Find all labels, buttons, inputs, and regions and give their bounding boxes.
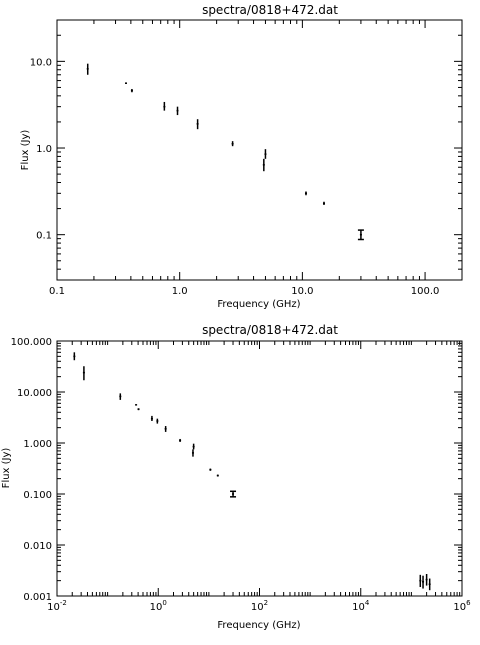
data-point — [156, 418, 159, 424]
x-tick-label: 106 — [453, 599, 471, 613]
plot-frame — [56, 19, 463, 281]
data-point — [209, 468, 212, 471]
data-point — [82, 366, 85, 381]
data-point — [419, 574, 422, 588]
data-point — [196, 119, 199, 130]
data-point — [124, 82, 127, 84]
chart-panel-top: spectra/0818+472.dat Frequency (GHz) Flu… — [20, 3, 463, 310]
y-tick-label: 0.100 — [23, 490, 52, 501]
y-tick-label: 0.001 — [23, 592, 52, 603]
data-point — [425, 574, 428, 586]
data-point — [163, 101, 166, 111]
x-tick-label: 100.0 — [411, 286, 440, 297]
x-tick-label-exponent: 6 — [466, 599, 471, 607]
data-point — [192, 443, 195, 450]
x-tick-label: 0.1 — [49, 286, 65, 297]
chart-title: spectra/0818+472.dat — [202, 3, 338, 17]
x-axis-label: Frequency (GHz) — [217, 299, 300, 310]
data-point — [230, 490, 237, 498]
data-point — [422, 575, 425, 589]
x-tick-label: 102 — [251, 599, 268, 613]
y-axis-label: Flux (Jy) — [20, 130, 31, 171]
data-point — [137, 408, 140, 411]
x-axis-label: Frequency (GHz) — [217, 620, 300, 631]
y-tick-label: 1.000 — [23, 439, 52, 450]
data-point — [119, 393, 122, 400]
data-point — [179, 438, 182, 442]
y-tick-label: 10.000 — [17, 388, 52, 399]
data-point — [86, 63, 89, 75]
y-tick-label: 1.0 — [36, 144, 52, 155]
x-tick-label-exponent: 0 — [162, 599, 166, 607]
data-point — [135, 404, 138, 406]
y-tick-label: 0.1 — [36, 231, 52, 242]
data-point — [357, 229, 364, 241]
data-points — [86, 63, 364, 241]
axis-ticks — [56, 340, 463, 597]
x-tick-label: 10.0 — [291, 286, 313, 297]
x-tick-label-exponent: 4 — [365, 599, 370, 607]
data-point — [130, 88, 133, 93]
chart-panel-bottom: spectra/0818+472.dat Frequency (GHz) Flu… — [1, 323, 471, 631]
data-point — [150, 415, 153, 422]
data-point — [164, 426, 167, 432]
data-point — [73, 352, 76, 361]
data-point — [264, 149, 267, 159]
data-point — [322, 201, 325, 206]
tick-labels: 10-2 100 102 104 1060.0010.0100.1001.00010.0… — [11, 337, 471, 613]
axis-ticks — [56, 19, 463, 281]
data-point — [262, 158, 265, 172]
data-point — [231, 141, 234, 147]
y-tick-label: 0.010 — [23, 541, 52, 552]
data-point — [304, 191, 307, 196]
y-tick-label: 100.000 — [11, 337, 52, 348]
y-axis-label: Flux (Jy) — [1, 448, 12, 489]
x-tick-label-exponent: 2 — [264, 599, 268, 607]
chart-title: spectra/0818+472.dat — [202, 323, 338, 337]
data-point — [216, 474, 219, 477]
plot-frame — [56, 340, 463, 597]
x-tick-label: 104 — [352, 599, 370, 613]
x-tick-label: 1.0 — [172, 286, 188, 297]
data-point — [428, 578, 431, 591]
data-point — [176, 106, 179, 116]
x-tick-label: 100 — [150, 599, 167, 613]
data-point — [191, 449, 194, 457]
tick-labels: 0.1 1.0 10.0 100.0 0.1 1.0 10.0 — [30, 57, 440, 297]
x-tick-label-exponent: -2 — [60, 599, 67, 607]
y-tick-label: 10.0 — [30, 57, 52, 68]
data-points — [73, 352, 431, 591]
